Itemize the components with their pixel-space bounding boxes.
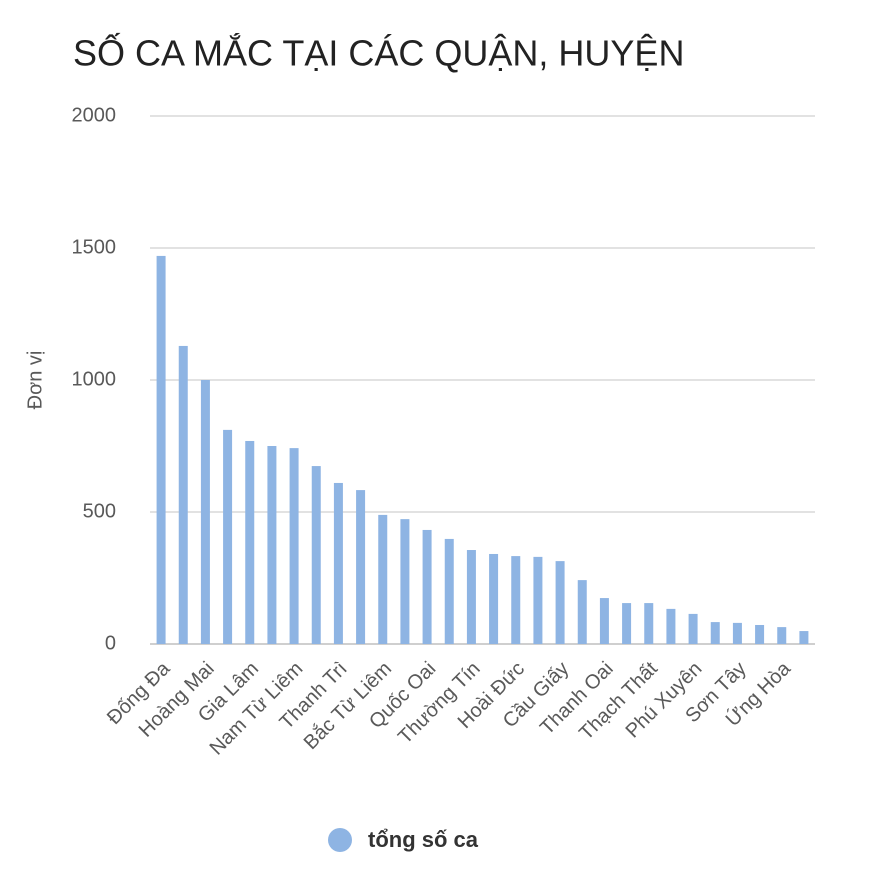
y-tick-label: 0 [105, 632, 116, 654]
bar [577, 580, 587, 644]
bar [511, 556, 521, 644]
bar [178, 345, 188, 644]
bar [732, 622, 742, 644]
bar [356, 490, 366, 644]
bar [622, 603, 632, 644]
bar [555, 561, 565, 644]
bar [755, 624, 765, 644]
bar [599, 598, 609, 644]
bar [245, 440, 255, 644]
bar [533, 556, 543, 644]
bar [466, 550, 476, 644]
bar [444, 538, 454, 644]
bar [333, 482, 343, 644]
y-tick-label: 1500 [72, 236, 117, 258]
legend-marker [328, 828, 352, 852]
bar [267, 446, 277, 644]
bar [688, 613, 698, 644]
bar [400, 519, 410, 644]
bar [200, 380, 210, 644]
bar [799, 631, 809, 644]
bar [289, 448, 299, 644]
bar [223, 429, 233, 644]
bar [489, 553, 499, 644]
legend-label: tổng số ca [368, 827, 479, 852]
bar [422, 529, 432, 644]
bar [156, 255, 166, 645]
bar [644, 603, 654, 644]
y-tick-label: 2000 [72, 104, 117, 126]
bar [710, 622, 720, 644]
chart-title: SỐ CA MẮC TẠI CÁC QUẬN, HUYỆN [73, 32, 684, 74]
y-axis-title: Đơn vị [24, 351, 46, 410]
bar [666, 608, 676, 644]
y-tick-label: 1000 [72, 368, 117, 390]
y-tick-label: 500 [83, 500, 116, 522]
bar [311, 466, 321, 644]
bar [777, 627, 787, 644]
bar [378, 514, 388, 644]
